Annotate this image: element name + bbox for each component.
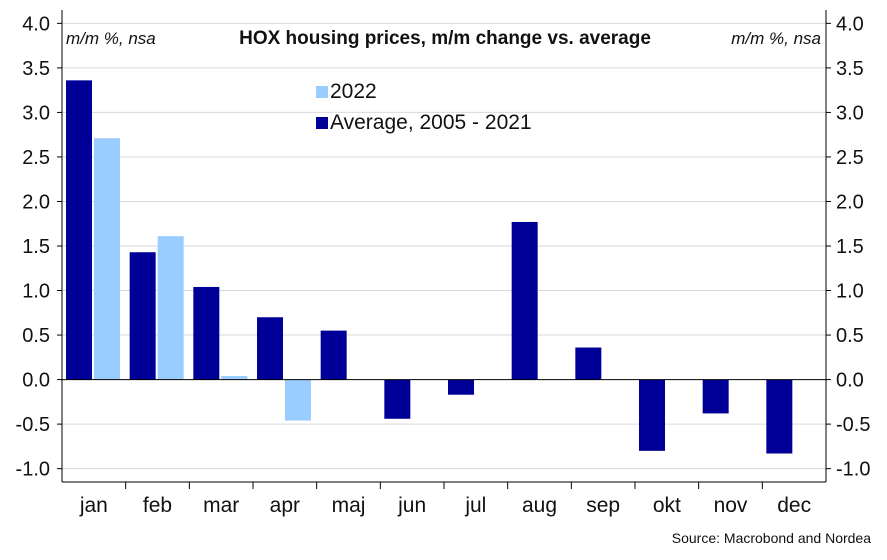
y-tick-label-left: 1.0 [22,281,50,303]
x-tick-label: nov [714,494,748,517]
x-tick-label: okt [653,494,681,517]
y-tick-label-left: 0.5 [22,325,50,347]
y-tick-label-left: 3.5 [22,58,50,80]
y-tick-label-right: 2.0 [836,191,864,213]
x-tick-label: feb [143,494,172,517]
y-axis-unit-left: m/m %, nsa [66,29,156,48]
gridlines [62,22,826,470]
y-axis-right-labels: 4.0 3.5 3.0 2.5 2.0 1.5 1.0 0.5 0.0 -0.5 -1.0 [836,13,870,480]
y-axis-left-labels: 4.0 3.5 3.0 2.5 2.0 1.5 1.0 0.5 0.0 -0.5 -1.0 [16,13,50,480]
y-tick-label-right: 1.5 [836,236,864,258]
y-tick-label-right: 3.0 [836,102,864,124]
bar-average-okt [639,379,665,451]
axes [57,10,831,489]
bar-2022-jan [94,138,120,380]
legend: 2022 Average, 2005 - 2021 [316,80,532,134]
chart-title: HOX housing prices, m/m change vs. avera… [239,28,651,49]
bar-average-nov [702,379,729,414]
bar-2022-apr [285,379,311,421]
bar-average-sep [575,347,602,380]
y-axis-unit-right: m/m %, nsa [731,29,821,48]
x-axis-labels: jan feb mar apr maj jun jul aug sep okt nov dec [79,494,811,517]
y-tick-label-right: 4.0 [836,13,864,35]
bars [66,80,793,454]
legend-swatch [316,86,328,98]
x-tick-label: apr [270,494,300,517]
y-tick-label-left: 2.0 [22,191,50,213]
bar-average-feb [129,252,156,380]
bar-average-dec [766,379,793,454]
x-tick-label: jan [79,494,108,517]
x-tick-label: jul [464,494,486,517]
y-tick-label-right: -0.5 [836,414,870,436]
bar-2022-feb [157,236,184,380]
legend-label: 2022 [330,80,377,103]
bar-average-jan [66,80,92,380]
bar-average-aug [511,221,538,380]
bar-average-maj [320,330,347,380]
x-tick-label: dec [777,494,811,517]
y-tick-label-left: 0.0 [22,370,50,392]
y-tick-label-left: -0.5 [16,414,50,436]
source-note: Source: Macrobond and Nordea [672,530,871,546]
legend-label: Average, 2005 - 2021 [330,111,532,134]
x-tick-label: jun [397,494,426,517]
y-tick-label-left: 1.5 [22,236,50,258]
y-tick-label-left: -1.0 [16,459,50,481]
bar-average-apr [257,317,283,380]
legend-swatch [316,117,328,129]
y-tick-label-right: 0.5 [836,325,864,347]
x-tick-label: maj [332,494,366,517]
x-tick-label: mar [203,494,239,517]
x-tick-label: sep [586,494,620,517]
y-tick-label-left: 2.5 [22,147,50,169]
bar-2022-mar [221,376,248,380]
bar-average-jul [448,379,474,395]
y-tick-label-left: 4.0 [22,13,50,35]
bar-average-mar [193,286,220,380]
y-tick-label-right: -1.0 [836,459,870,481]
bar-average-jun [384,379,411,419]
x-tick-label: aug [522,494,557,517]
y-tick-label-right: 2.5 [836,147,864,169]
y-tick-label-right: 1.0 [836,281,864,303]
y-tick-label-left: 3.0 [22,102,50,124]
y-tick-label-right: 0.0 [836,370,864,392]
y-tick-label-right: 3.5 [836,58,864,80]
